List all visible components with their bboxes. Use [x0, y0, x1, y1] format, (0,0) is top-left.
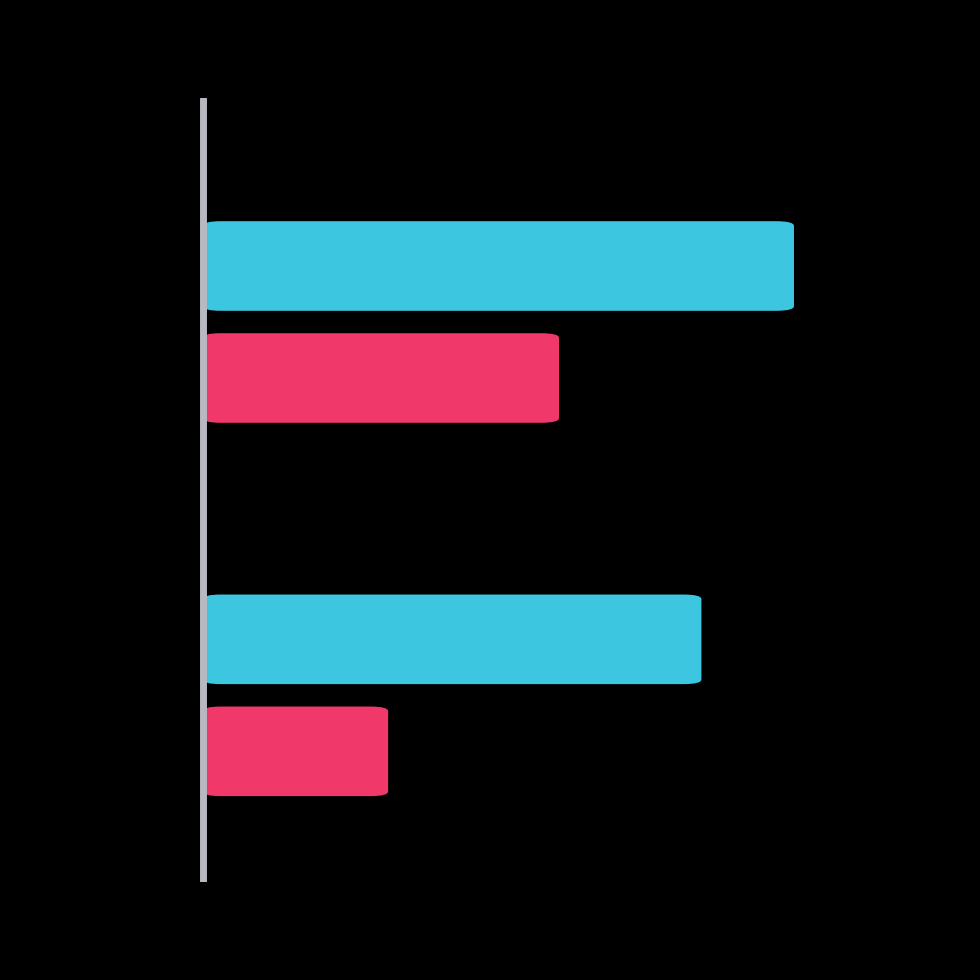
FancyBboxPatch shape [203, 595, 702, 684]
FancyBboxPatch shape [203, 707, 388, 796]
FancyBboxPatch shape [203, 333, 559, 422]
FancyBboxPatch shape [203, 221, 794, 311]
